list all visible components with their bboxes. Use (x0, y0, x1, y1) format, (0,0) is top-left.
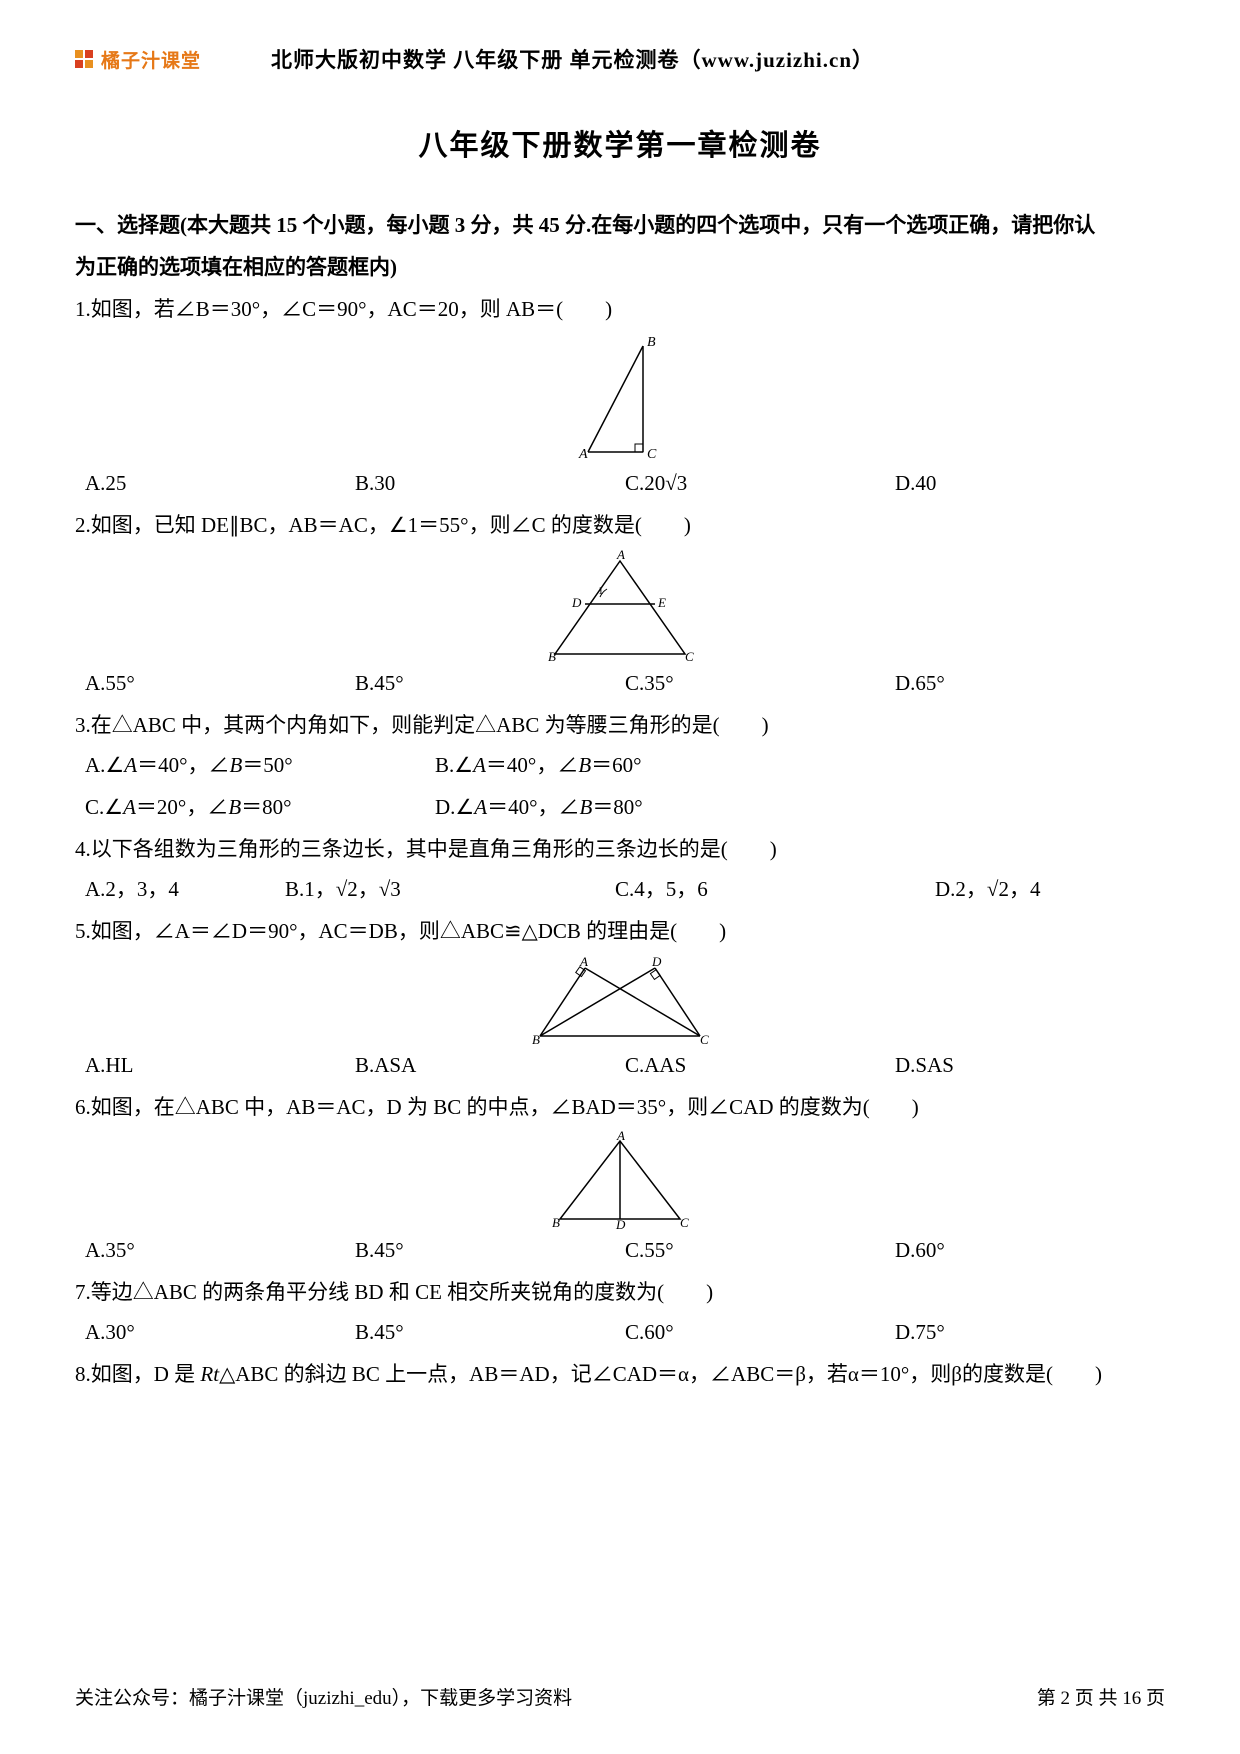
svg-text:C: C (700, 1032, 709, 1046)
q2-opt-d: D.65° (895, 664, 1165, 704)
svg-text:C: C (647, 447, 657, 462)
logo-text: 橘子汁课堂 (101, 46, 201, 73)
svg-text:E: E (657, 595, 666, 610)
svg-text:C: C (685, 649, 694, 664)
q6-opt-c: C.55° (625, 1231, 895, 1271)
q4-opt-a: A.2，3，4 (85, 870, 285, 910)
q7-opt-b: B.45° (355, 1313, 625, 1353)
q5-opt-d: D.SAS (895, 1046, 1165, 1086)
svg-text:B: B (548, 649, 556, 664)
q2-opt-b: B.45° (355, 664, 625, 704)
q2-opt-a: A.55° (85, 664, 355, 704)
two-right-triangles-icon: A D B C (520, 956, 720, 1046)
q6-opt-d: D.60° (895, 1231, 1165, 1271)
q3-opt-d: D.∠A＝40°，∠B＝80° (435, 788, 1165, 828)
page: 橘子汁课堂 北师大版初中数学 八年级下册 单元检测卷（www.juzizhi.c… (0, 0, 1240, 1754)
triangle-de-icon: A B C D E 1 (535, 549, 705, 664)
q6-opt-b: B.45° (355, 1231, 625, 1271)
svg-text:A: A (616, 549, 625, 562)
question-4: 4.以下各组数为三角形的三条边长，其中是直角三角形的三条边长的是( ) A.2，… (75, 830, 1165, 910)
svg-text:D: D (615, 1217, 626, 1231)
question-1-text: 1.如图，若∠B＝30°，∠C＝90°，AC＝20，则 AB＝( ) (75, 290, 1165, 330)
question-3: 3.在△ABC 中，其两个内角如下，则能判定△ABC 为等腰三角形的是( ) A… (75, 706, 1165, 828)
q4-opt-c: C.4，5，6 (615, 870, 935, 910)
svg-text:B: B (532, 1032, 540, 1046)
q6-opt-a: A.35° (85, 1231, 355, 1271)
svg-text:1: 1 (598, 585, 604, 597)
q4-opt-b: B.1，√2，√3 (285, 870, 615, 910)
q7-opt-c: C.60° (625, 1313, 895, 1353)
page-header: 橘子汁课堂 北师大版初中数学 八年级下册 单元检测卷（www.juzizhi.c… (75, 41, 1165, 77)
q5-opt-a: A.HL (85, 1046, 355, 1086)
svg-text:B: B (647, 335, 656, 350)
q3-opt-a: A.∠A＝40°，∠B＝50° (85, 746, 435, 786)
section-1-heading-line2: 为正确的选项填在相应的答题框内) (75, 248, 1165, 288)
content: 一、选择题(本大题共 15 个小题，每小题 3 分，共 45 分.在每小题的四个… (75, 206, 1165, 1395)
question-5: 5.如图，∠A＝∠D＝90°，AC＝DB，则△ABC≌△DCB 的理由是( ) … (75, 912, 1165, 1086)
question-1: 1.如图，若∠B＝30°，∠C＝90°，AC＝20，则 AB＝( ) A B C… (75, 290, 1165, 504)
section-1-heading-line1: 一、选择题(本大题共 15 个小题，每小题 3 分，共 45 分.在每小题的四个… (75, 206, 1165, 246)
q5-opt-c: C.AAS (625, 1046, 895, 1086)
svg-text:D: D (651, 956, 662, 969)
logo-icon (75, 50, 93, 68)
page-footer: 关注公众号：橘子汁课堂（juzizhi_edu），下载更多学习资料 第 2 页 … (75, 1683, 1165, 1710)
q1-opt-b: B.30 (355, 464, 625, 504)
question-5-text: 5.如图，∠A＝∠D＝90°，AC＝DB，则△ABC≌△DCB 的理由是( ) (75, 912, 1165, 952)
q2-opt-c: C.35° (625, 664, 895, 704)
question-7-options: A.30° B.45° C.60° D.75° (75, 1313, 1165, 1353)
svg-text:C: C (680, 1215, 689, 1230)
q3-opt-b: B.∠A＝40°，∠B＝60° (435, 746, 1165, 786)
q7-opt-a: A.30° (85, 1313, 355, 1353)
question-8: 8.如图，D 是 Rt△ABC 的斜边 BC 上一点，AB＝AD，记∠CAD＝α… (75, 1355, 1165, 1395)
question-5-figure: A D B C (75, 956, 1165, 1046)
question-2-options: A.55° B.45° C.35° D.65° (75, 664, 1165, 704)
question-7: 7.等边△ABC 的两条角平分线 BD 和 CE 相交所夹锐角的度数为( ) A… (75, 1273, 1165, 1353)
q3-opt-c: C.∠A＝20°，∠B＝80° (85, 788, 435, 828)
question-1-figure: A B C (75, 334, 1165, 464)
svg-text:B: B (552, 1215, 560, 1230)
svg-text:A: A (579, 956, 588, 969)
q1-opt-d: D.40 (895, 464, 1165, 504)
question-6-figure: A B C D (75, 1131, 1165, 1231)
footer-left: 关注公众号：橘子汁课堂（juzizhi_edu），下载更多学习资料 (75, 1683, 572, 1710)
main-title: 八年级下册数学第一章检测卷 (75, 122, 1165, 164)
q4-opt-d: D.2，√2，4 (935, 870, 1040, 910)
question-7-text: 7.等边△ABC 的两条角平分线 BD 和 CE 相交所夹锐角的度数为( ) (75, 1273, 1165, 1313)
logo: 橘子汁课堂 (75, 46, 201, 73)
question-2: 2.如图，已知 DE∥BC，AB＝AC，∠1＝55°，则∠C 的度数是( ) A… (75, 506, 1165, 705)
triangle-icon: A B C (573, 334, 668, 464)
question-4-text: 4.以下各组数为三角形的三条边长，其中是直角三角形的三条边长的是( ) (75, 830, 1165, 870)
question-6-options: A.35° B.45° C.55° D.60° (75, 1231, 1165, 1271)
question-6-text: 6.如图，在△ABC 中，AB＝AC，D 为 BC 的中点，∠BAD＝35°，则… (75, 1088, 1165, 1128)
svg-text:A: A (616, 1131, 625, 1143)
isoceles-triangle-icon: A B C D (535, 1131, 705, 1231)
footer-right: 第 2 页 共 16 页 (1037, 1683, 1165, 1710)
svg-text:D: D (571, 595, 582, 610)
header-title: 北师大版初中数学 八年级下册 单元检测卷（www.juzizhi.cn） (271, 44, 874, 74)
question-1-options: A.25 B.30 C.20√3 D.40 (75, 464, 1165, 504)
question-3-options: A.∠A＝40°，∠B＝50° B.∠A＝40°，∠B＝60° C.∠A＝20°… (85, 746, 1165, 828)
q1-opt-c: C.20√3 (625, 464, 895, 504)
question-4-options: A.2，3，4 B.1，√2，√3 C.4，5，6 D.2，√2，4 (75, 870, 1165, 910)
q1-opt-a: A.25 (85, 464, 355, 504)
question-2-text: 2.如图，已知 DE∥BC，AB＝AC，∠1＝55°，则∠C 的度数是( ) (75, 506, 1165, 546)
q5-opt-b: B.ASA (355, 1046, 625, 1086)
question-6: 6.如图，在△ABC 中，AB＝AC，D 为 BC 的中点，∠BAD＝35°，则… (75, 1088, 1165, 1272)
question-3-text: 3.在△ABC 中，其两个内角如下，则能判定△ABC 为等腰三角形的是( ) (75, 706, 1165, 746)
question-8-text: 8.如图，D 是 Rt△ABC 的斜边 BC 上一点，AB＝AD，记∠CAD＝α… (75, 1355, 1165, 1395)
q7-opt-d: D.75° (895, 1313, 1165, 1353)
svg-text:A: A (578, 447, 588, 462)
question-5-options: A.HL B.ASA C.AAS D.SAS (75, 1046, 1165, 1086)
question-2-figure: A B C D E 1 (75, 549, 1165, 664)
